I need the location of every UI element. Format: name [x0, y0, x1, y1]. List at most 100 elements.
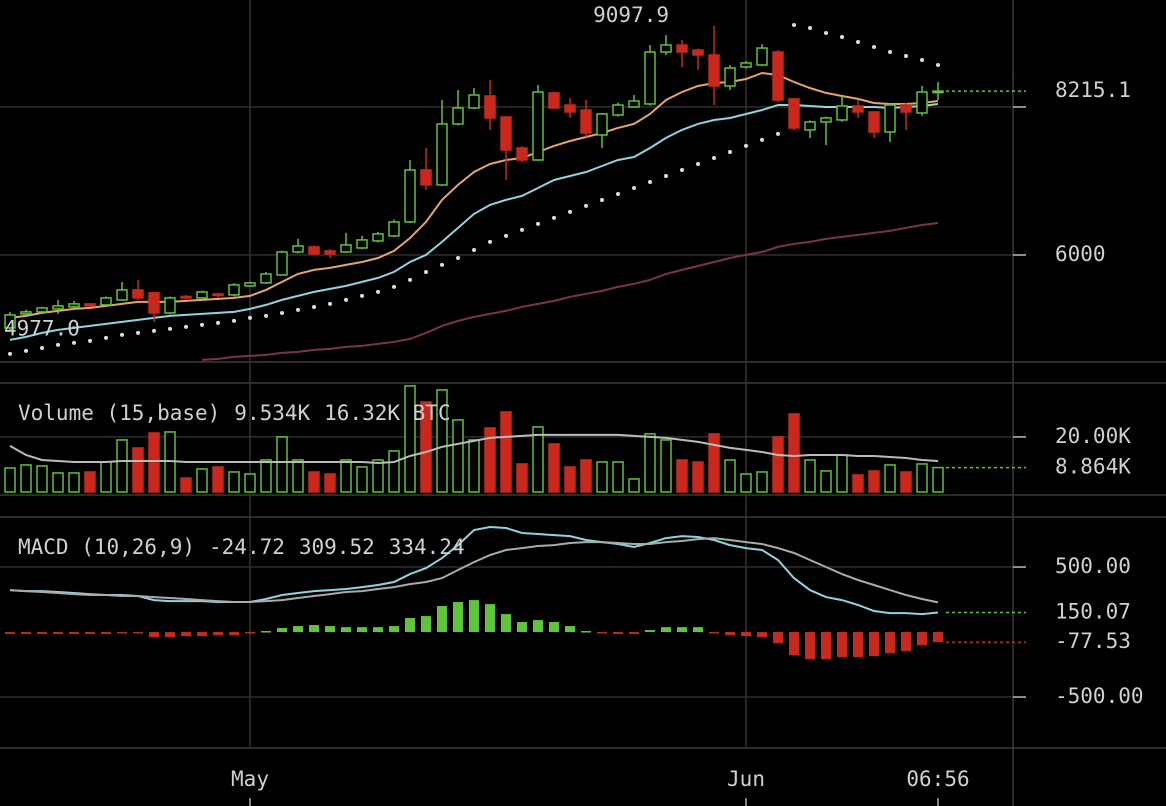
candle-body — [420, 169, 432, 186]
bar — [885, 632, 895, 654]
sar-dot — [408, 277, 412, 282]
sar-dot — [696, 161, 700, 166]
candle-body — [292, 245, 304, 253]
bar — [629, 632, 639, 634]
bar — [612, 461, 624, 493]
indicator-line — [9, 525, 939, 616]
bar — [452, 419, 464, 493]
sar-dot — [920, 58, 924, 63]
bar — [165, 632, 175, 637]
bar — [420, 401, 432, 493]
bar — [260, 459, 272, 493]
candle-body — [740, 62, 752, 68]
candle-body — [548, 92, 560, 109]
bar — [356, 466, 368, 493]
candle-body — [612, 104, 624, 116]
bar — [660, 439, 672, 493]
bar — [373, 627, 383, 633]
bar — [613, 632, 623, 634]
bar — [229, 632, 239, 636]
bar — [261, 631, 271, 633]
sar-dot — [504, 233, 508, 238]
sar-dot — [472, 247, 476, 252]
bar — [469, 600, 479, 633]
bar — [389, 626, 399, 633]
sar-dot — [440, 262, 444, 267]
sar-dot — [328, 301, 332, 306]
legend-entry: Volume (15,base) — [18, 401, 220, 425]
bar — [805, 632, 815, 660]
sar-dot — [648, 179, 652, 184]
sar-dot — [8, 351, 12, 356]
bar — [325, 626, 335, 633]
sar-dot — [392, 284, 396, 289]
candle-body — [452, 107, 464, 125]
candle-body — [692, 49, 704, 56]
bar — [149, 632, 159, 637]
sar-dot — [40, 345, 44, 350]
candle-body — [116, 289, 128, 301]
bar — [69, 632, 79, 634]
candle-body — [308, 246, 320, 255]
candle-body — [324, 250, 336, 255]
candle-body — [932, 90, 944, 94]
bar — [468, 439, 480, 493]
bar — [549, 622, 559, 633]
candle-body — [660, 44, 672, 53]
indicator-line — [9, 103, 939, 341]
bar — [821, 632, 831, 660]
bar — [740, 473, 752, 493]
bar — [901, 632, 911, 652]
bar — [53, 632, 63, 634]
bar — [309, 625, 319, 633]
y-tick-label: -500.00 — [1055, 684, 1144, 708]
sar-dot — [616, 191, 620, 196]
bar — [884, 464, 896, 493]
bar — [212, 466, 224, 493]
sar-dot — [840, 34, 844, 39]
candle-body — [436, 123, 448, 186]
sar-dot — [680, 167, 684, 172]
bar — [789, 632, 799, 656]
bar — [37, 632, 47, 634]
bar — [84, 471, 96, 493]
bar — [596, 461, 608, 493]
legend-entry: -24.72 — [209, 535, 285, 559]
bar — [868, 470, 880, 493]
sar-dot — [936, 62, 940, 67]
candle-body — [676, 44, 688, 53]
bar — [564, 466, 576, 493]
sar-dot — [424, 269, 428, 274]
candle-body — [164, 297, 176, 314]
x-tick-label: May — [231, 767, 269, 791]
bar — [68, 472, 80, 493]
bar — [485, 604, 495, 633]
sar-dot — [344, 297, 348, 302]
bar — [117, 632, 127, 634]
candle-body — [628, 100, 640, 108]
candle-body — [836, 105, 848, 121]
bar — [548, 443, 560, 493]
legend-entry: MACD (10,26,9) — [18, 535, 195, 559]
bar — [661, 627, 671, 633]
sar-dot — [152, 328, 156, 333]
low-label: 4977.0 — [4, 317, 80, 341]
indicator-line — [9, 433, 939, 465]
sar-dot — [88, 338, 92, 343]
bar — [676, 459, 688, 493]
sar-dot — [248, 315, 252, 320]
sar-dot — [520, 227, 524, 232]
sar-dot — [552, 215, 556, 220]
candle-body — [372, 233, 384, 242]
bar — [916, 463, 928, 493]
bar — [772, 436, 784, 493]
bar — [148, 432, 160, 493]
sar-dot — [664, 173, 668, 178]
candle-body — [820, 117, 832, 123]
bar — [725, 632, 735, 636]
bar — [836, 454, 848, 493]
bar — [500, 411, 512, 493]
sar-dot — [760, 137, 764, 142]
